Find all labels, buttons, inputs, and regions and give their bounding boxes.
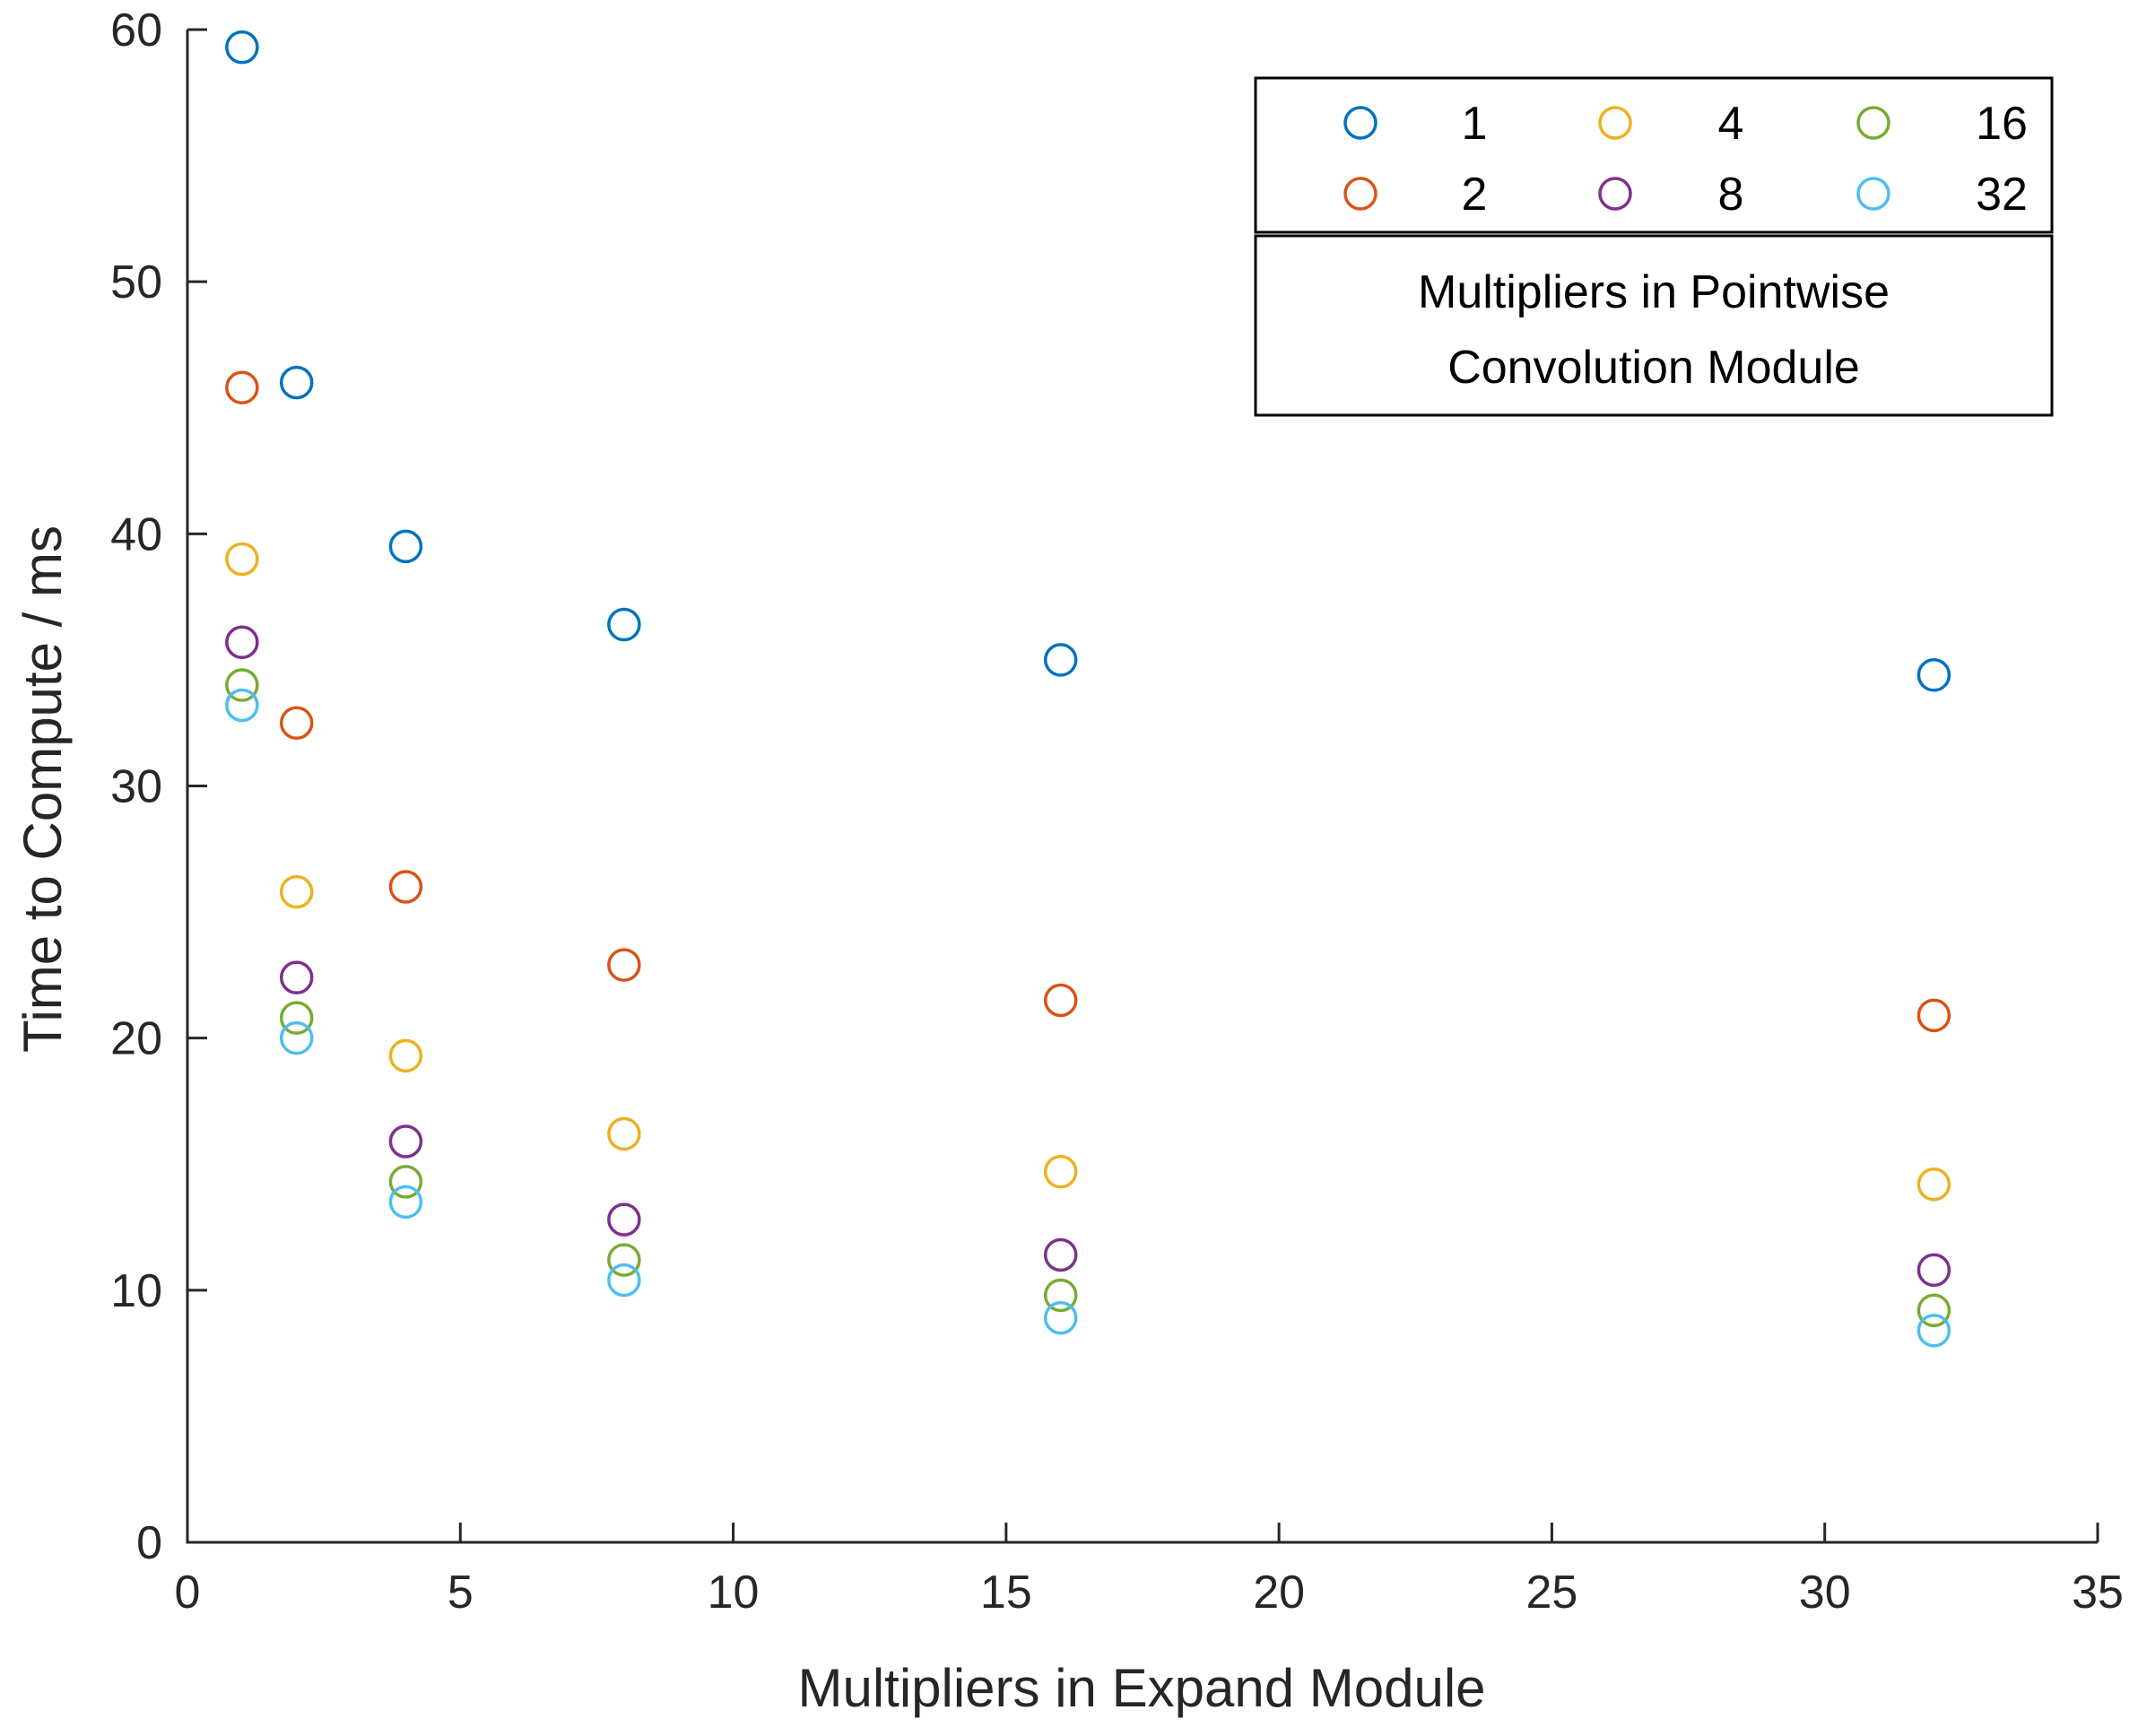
data-point [388, 529, 423, 564]
data-point [607, 1116, 641, 1151]
legend-marker [1856, 106, 1890, 140]
data-point [1043, 643, 1078, 677]
tick-marks [186, 28, 2099, 1544]
legend-label: 2 [1462, 169, 1488, 221]
legend-entry-2: 2 [1343, 169, 1488, 221]
legend-marker [1343, 177, 1378, 211]
data-point [388, 1124, 423, 1159]
y-axis-title: Time to Compute / ms [13, 525, 73, 1053]
legend-entries-box [1254, 76, 2054, 234]
data-point [279, 706, 314, 740]
data-point [225, 30, 259, 65]
x-tick-label: 10 [708, 1567, 760, 1619]
y-tick-label: 60 [110, 4, 162, 56]
data-point [1916, 1167, 1951, 1202]
data-point [1043, 983, 1078, 1018]
data-point [279, 1001, 314, 1035]
y-tick-label: 20 [110, 1013, 162, 1065]
y-tick-label: 0 [136, 1517, 162, 1569]
data-point [607, 1243, 641, 1277]
data-point [388, 1038, 423, 1073]
legend-entry-32: 32 [1856, 169, 2028, 221]
data-point [607, 948, 641, 982]
x-tick-label: 5 [448, 1567, 474, 1619]
series-1 [225, 30, 1951, 692]
legend-label: 32 [1976, 169, 2028, 221]
data-point [388, 1185, 423, 1220]
data-point [1043, 1154, 1078, 1189]
y-tick-label: 50 [110, 256, 162, 308]
series-16 [225, 668, 1951, 1328]
legend-label: 4 [1718, 98, 1744, 150]
legend: 1 2 4 8 16 32 Multipliers in Pointwise Convol… [1254, 76, 2054, 417]
legend-title-line-2: Convolution Module [1447, 342, 1860, 394]
tick-labels: 0 5 10 15 20 25 30 35 0 10 20 30 40 50 60 [110, 4, 2124, 1619]
data-point [607, 1202, 641, 1237]
data-point [225, 625, 259, 659]
series-32 [225, 688, 1951, 1348]
data-point [225, 370, 259, 405]
legend-entries: 1 2 4 8 16 32 [1343, 98, 2028, 221]
legend-marker [1598, 177, 1632, 211]
data-point [1916, 658, 1951, 692]
series-2 [225, 370, 1951, 1033]
data-point [1916, 998, 1951, 1033]
data-point [225, 668, 259, 702]
legend-title-box [1254, 234, 2054, 417]
legend-entry-4: 4 [1598, 98, 1744, 150]
data-point [279, 960, 314, 994]
y-tick-label: 30 [110, 761, 162, 813]
x-tick-label: 35 [2072, 1567, 2124, 1619]
legend-label: 8 [1718, 169, 1744, 221]
data-point [1043, 1301, 1078, 1335]
x-tick-label: 15 [980, 1567, 1032, 1619]
data-point [279, 365, 314, 400]
data-point [225, 688, 259, 723]
legend-entry-16: 16 [1856, 98, 2028, 150]
legend-entry-1: 1 [1343, 98, 1488, 150]
data-point [1916, 1293, 1951, 1328]
x-axis-title: Multipliers in Expand Module [797, 1658, 1485, 1718]
data-point [279, 874, 314, 909]
data-points [225, 30, 1951, 1348]
legend-label: 1 [1462, 98, 1488, 150]
data-point [1916, 1314, 1951, 1348]
y-tick-label: 40 [110, 508, 162, 560]
data-point [1043, 1278, 1078, 1313]
legend-label: 16 [1976, 98, 2028, 150]
data-point [388, 1165, 423, 1199]
y-tick-label: 10 [110, 1265, 162, 1317]
series-8 [225, 625, 1951, 1288]
x-tick-label: 0 [175, 1567, 201, 1619]
legend-title-line-1: Multipliers in Pointwise [1418, 266, 1890, 318]
data-point [279, 1020, 314, 1055]
x-tick-label: 25 [1526, 1567, 1578, 1619]
legend-marker [1598, 106, 1632, 140]
data-point [225, 542, 259, 577]
legend-marker [1343, 106, 1378, 140]
data-point [388, 870, 423, 904]
data-point [607, 607, 641, 642]
data-point [1916, 1253, 1951, 1288]
data-point [607, 1263, 641, 1298]
legend-marker [1856, 177, 1890, 211]
legend-entry-8: 8 [1598, 169, 1744, 221]
x-tick-label: 30 [1799, 1567, 1851, 1619]
series-4 [225, 542, 1951, 1202]
x-tick-label: 20 [1253, 1567, 1305, 1619]
data-point [1043, 1237, 1078, 1272]
